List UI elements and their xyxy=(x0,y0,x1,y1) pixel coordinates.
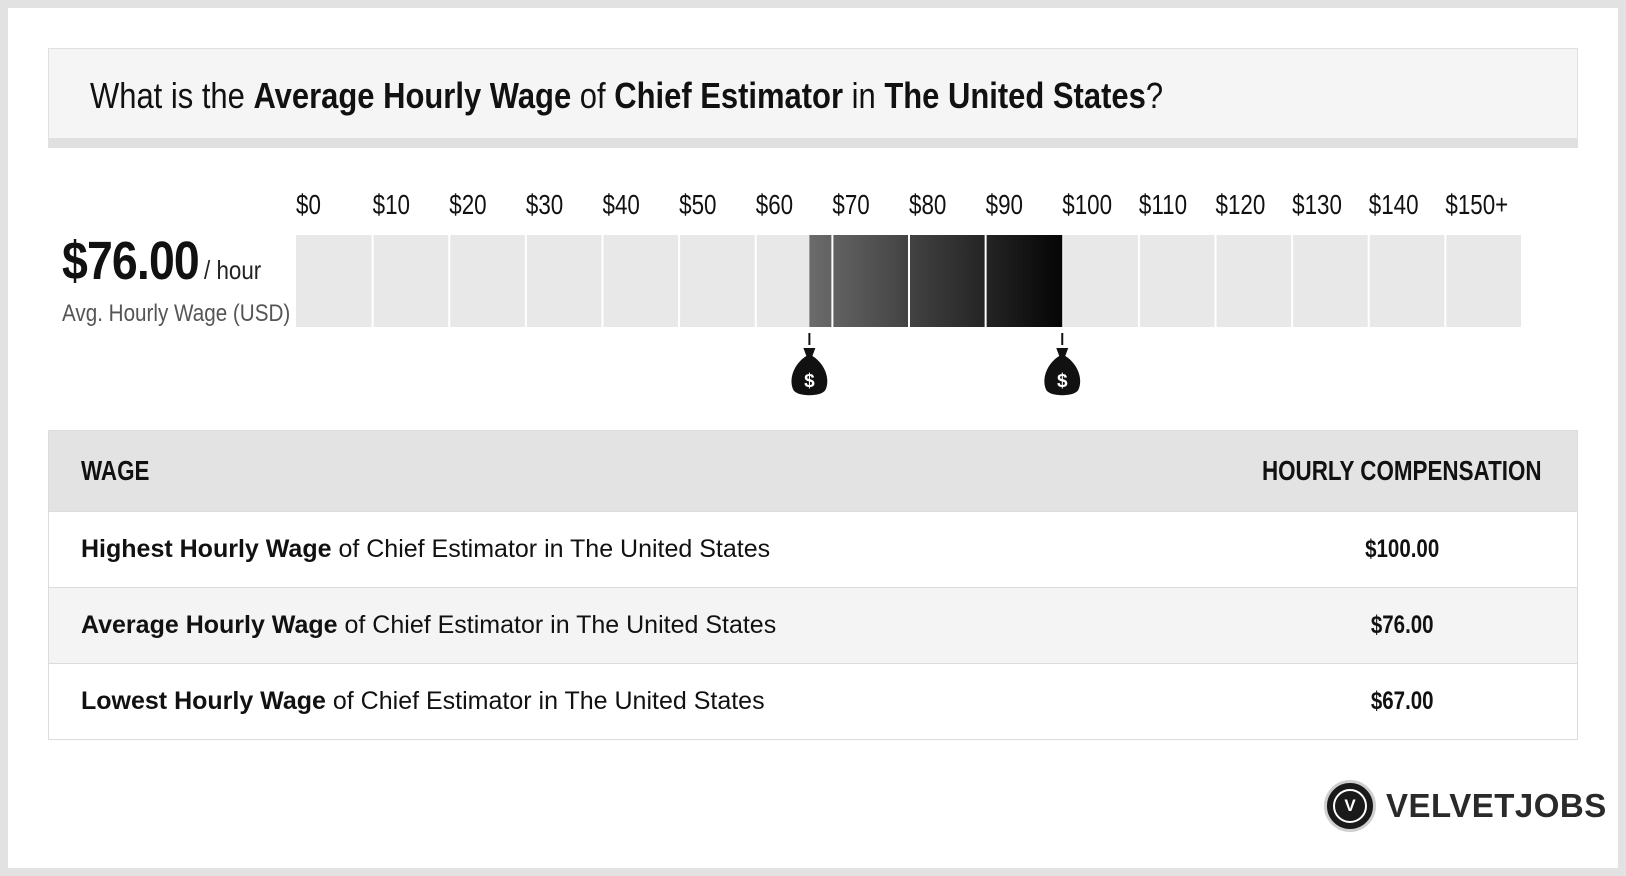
scale-cell xyxy=(603,235,679,327)
wage-table: WAGE HOURLY COMPENSATION Highest Hourly … xyxy=(48,430,1578,740)
wage-range-bar xyxy=(809,235,1063,327)
scale-cell xyxy=(373,235,449,327)
money-bag-icon: $ xyxy=(791,348,828,396)
tick-label: $30 xyxy=(526,190,563,221)
scale-cell xyxy=(450,235,525,327)
row-label-rest: of Chief Estimator in The United States xyxy=(325,687,765,715)
range-separator xyxy=(984,235,987,327)
scale-cell xyxy=(1063,235,1138,327)
range-separator xyxy=(908,235,910,327)
range-separator xyxy=(831,235,834,327)
wage-marker: $ xyxy=(791,333,828,396)
row-value: $100.00 xyxy=(1227,511,1578,588)
tick-label: $110 xyxy=(1139,190,1187,221)
svg-text:$: $ xyxy=(1057,371,1068,392)
row-label: Highest Hourly Wage of Chief Estimator i… xyxy=(48,511,1228,588)
scale-cell xyxy=(680,235,755,327)
logo-badge-letter: V xyxy=(1333,789,1367,823)
table-row: Average Hourly Wage of Chief Estimator i… xyxy=(48,587,1578,664)
header-wage-label: WAGE xyxy=(81,455,150,486)
row-label-bold: Lowest Hourly Wage xyxy=(81,687,326,715)
header-compensation-label: HOURLY COMPENSATION xyxy=(1262,455,1543,486)
question-prefix: What is the xyxy=(90,75,254,116)
average-wage-value: $76.00/ hour xyxy=(62,230,261,292)
tick-label: $90 xyxy=(986,190,1023,221)
row-value: $67.00 xyxy=(1227,663,1578,740)
scale-cell xyxy=(1446,235,1521,327)
row-value: $76.00 xyxy=(1227,587,1578,664)
tick-label: $140 xyxy=(1369,190,1419,221)
wage-marker: $ xyxy=(1044,333,1081,396)
tick-label: $20 xyxy=(449,190,486,221)
tick-label: $60 xyxy=(756,190,793,221)
scale-cell xyxy=(526,235,602,327)
question-title: What is the Average Hourly Wage of Chief… xyxy=(90,75,1163,117)
table-row: Highest Hourly Wage of Chief Estimator i… xyxy=(48,511,1578,588)
question-of: of xyxy=(571,75,615,116)
money-bag-icon: $ xyxy=(1044,348,1081,396)
header-compensation: HOURLY COMPENSATION xyxy=(1227,430,1578,512)
tick-label: $40 xyxy=(603,190,640,221)
svg-text:$: $ xyxy=(804,371,815,392)
tick-label: $130 xyxy=(1292,190,1342,221)
row-label-rest: of Chief Estimator in The United States xyxy=(331,535,771,563)
tick-label: $80 xyxy=(909,190,946,221)
tick-label: $120 xyxy=(1216,190,1266,221)
tick-label: $150+ xyxy=(1445,190,1508,221)
question-suffix: ? xyxy=(1145,75,1164,116)
table-header-row: WAGE HOURLY COMPENSATION xyxy=(48,430,1578,512)
average-wage-unit: / hour xyxy=(204,255,262,285)
velvetjobs-logo: V VELVETJOBS xyxy=(1324,780,1607,832)
average-wage-amount: $76.00 xyxy=(62,231,200,291)
row-label: Lowest Hourly Wage of Chief Estimator in… xyxy=(48,663,1228,740)
row-label-rest: of Chief Estimator in The United States xyxy=(337,611,777,639)
scale-cell xyxy=(1139,235,1215,327)
wage-card: What is the Average Hourly Wage of Chief… xyxy=(8,8,1618,868)
row-label: Average Hourly Wage of Chief Estimator i… xyxy=(48,587,1228,664)
question-in: in xyxy=(843,75,885,116)
table-row: Lowest Hourly Wage of Chief Estimator in… xyxy=(48,663,1578,740)
question-location: The United States xyxy=(884,75,1146,116)
average-wage-caption: Avg. Hourly Wage (USD) xyxy=(62,300,291,327)
logo-badge-icon: V xyxy=(1324,780,1376,832)
row-value-text: $76.00 xyxy=(1370,611,1434,639)
question-header: What is the Average Hourly Wage of Chief… xyxy=(48,48,1578,148)
scale-cell xyxy=(1369,235,1445,327)
row-value-text: $67.00 xyxy=(1370,687,1434,715)
tick-label: $0 xyxy=(296,190,321,221)
tick-label: $50 xyxy=(679,190,716,221)
tick-label: $10 xyxy=(373,190,410,221)
row-value-text: $100.00 xyxy=(1365,535,1440,563)
question-job: Chief Estimator xyxy=(614,75,844,116)
logo-text: VELVETJOBS xyxy=(1386,787,1607,824)
scale-cell xyxy=(1216,235,1292,327)
tick-label: $100 xyxy=(1062,190,1112,221)
row-label-bold: Highest Hourly Wage xyxy=(81,535,332,563)
row-label-bold: Average Hourly Wage xyxy=(81,611,338,639)
wage-range-chart: $0 $10 $20 $30 $40 $50 $60 $70 $80 $90 $100 $110 $12… xyxy=(296,190,1521,396)
scale-cell xyxy=(296,235,372,327)
scale-cell xyxy=(1293,235,1368,327)
header-wage: WAGE xyxy=(48,430,1228,512)
question-metric: Average Hourly Wage xyxy=(253,75,572,116)
tick-label: $70 xyxy=(832,190,869,221)
